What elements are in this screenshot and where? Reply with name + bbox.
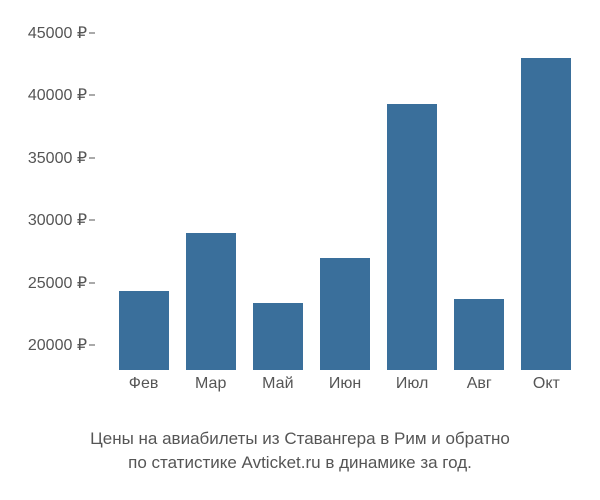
y-tick-label: 45000 ₽ [28, 23, 87, 43]
x-tick-label: Июн [320, 375, 370, 405]
bars-group [100, 20, 590, 370]
y-tick-label: 40000 ₽ [28, 85, 87, 105]
x-tick-label: Май [253, 375, 303, 405]
x-axis: Фев Мар Май Июн Июл Авг Окт [100, 375, 590, 405]
caption-line-1: Цены на авиабилеты из Ставангера в Рим и… [0, 427, 600, 451]
y-tick-mark [89, 345, 95, 346]
bar [387, 104, 437, 370]
y-tick-mark [89, 282, 95, 283]
y-tick-mark [89, 32, 95, 33]
bar [253, 303, 303, 371]
bar [454, 299, 504, 370]
y-tick-mark [89, 220, 95, 221]
y-tick-mark [89, 157, 95, 158]
y-tick-label: 35000 ₽ [28, 148, 87, 168]
x-tick-label: Авг [454, 375, 504, 405]
bar [186, 233, 236, 371]
y-tick-label: 25000 ₽ [28, 273, 87, 293]
y-tick-mark [89, 95, 95, 96]
bar [320, 258, 370, 371]
y-axis: 20000 ₽ 25000 ₽ 30000 ₽ 35000 ₽ 40000 ₽ 45000… [0, 20, 95, 370]
chart-caption: Цены на авиабилеты из Ставангера в Рим и… [0, 427, 600, 475]
plot-area [100, 20, 590, 370]
x-tick-label: Фев [119, 375, 169, 405]
x-tick-label: Мар [186, 375, 236, 405]
x-tick-label: Окт [521, 375, 571, 405]
y-tick-label: 30000 ₽ [28, 210, 87, 230]
x-tick-label: Июл [387, 375, 437, 405]
chart-container: 20000 ₽ 25000 ₽ 30000 ₽ 35000 ₽ 40000 ₽ 45000… [0, 20, 600, 420]
bar [521, 58, 571, 371]
bar [119, 291, 169, 370]
caption-line-2: по статистике Avticket.ru в динамике за … [0, 451, 600, 475]
y-tick-label: 20000 ₽ [28, 335, 87, 355]
